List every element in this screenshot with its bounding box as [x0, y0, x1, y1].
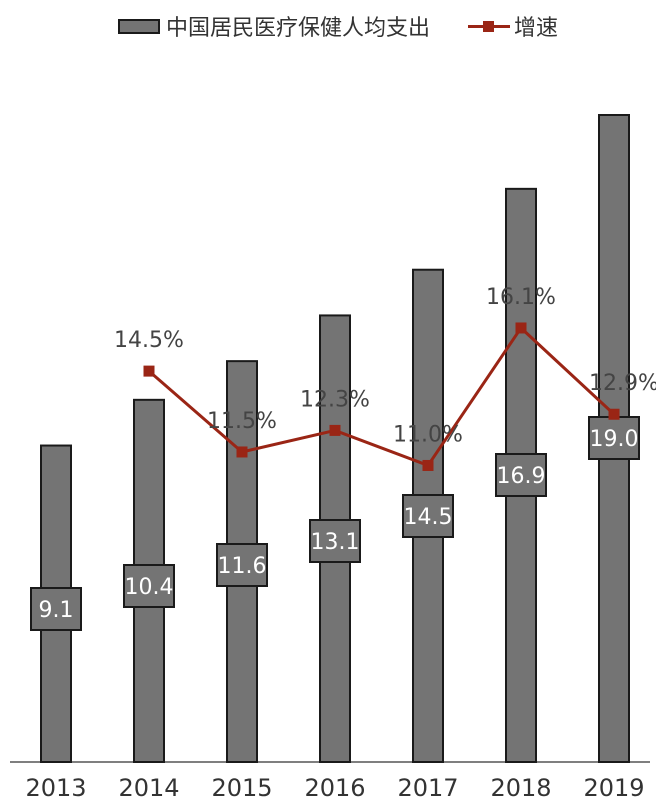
chart-legend: 中国居民医疗保健人均支出 增速 [118, 8, 558, 44]
growth-value-label: 11.0% [393, 422, 463, 447]
x-tick-label: 2018 [490, 774, 551, 802]
legend-line-label: 增速 [514, 16, 559, 41]
growth-marker [608, 408, 620, 420]
growth-value-label: 11.5% [207, 409, 277, 434]
bar-value-label: 16.9 [497, 464, 546, 489]
growth-marker [143, 365, 155, 377]
x-tick-label: 2016 [304, 774, 365, 802]
bar-value-box [495, 453, 547, 497]
bar-value-label: 9.1 [39, 598, 74, 623]
x-tick-label: 2017 [397, 774, 458, 802]
bar-value-label: 19.0 [590, 427, 639, 452]
bar-value-label: 13.1 [311, 530, 360, 555]
bar-value-box [30, 587, 82, 631]
legend-line-swatch [468, 19, 511, 34]
x-tick-label: 2015 [211, 774, 272, 802]
x-tick-label: 2014 [118, 774, 179, 802]
growth-marker [329, 424, 341, 436]
growth-value-label: 12.3% [300, 387, 370, 412]
legend-bar-label: 中国居民医疗保健人均支出 [166, 16, 431, 41]
growth-marker [422, 459, 434, 471]
legend-bar-swatch [118, 18, 160, 34]
bar-value-box [588, 416, 640, 460]
growth-value-label: 12.9% [589, 371, 656, 396]
bar-value-label: 10.4 [125, 575, 174, 600]
x-tick-label: 2019 [583, 774, 644, 802]
bar-value-box [309, 519, 361, 563]
bar-value-box [402, 494, 454, 538]
growth-marker [515, 322, 527, 334]
bar-value-box [216, 543, 268, 587]
growth-value-label: 16.1% [486, 285, 556, 310]
bar-value-label: 14.5 [404, 505, 453, 530]
bar-value-box [123, 564, 175, 608]
x-tick-label: 2013 [25, 774, 86, 802]
growth-value-label: 14.5% [114, 328, 184, 353]
growth-marker [236, 446, 248, 458]
growth-line [148, 325, 616, 468]
bar-value-label: 11.6 [218, 554, 267, 579]
